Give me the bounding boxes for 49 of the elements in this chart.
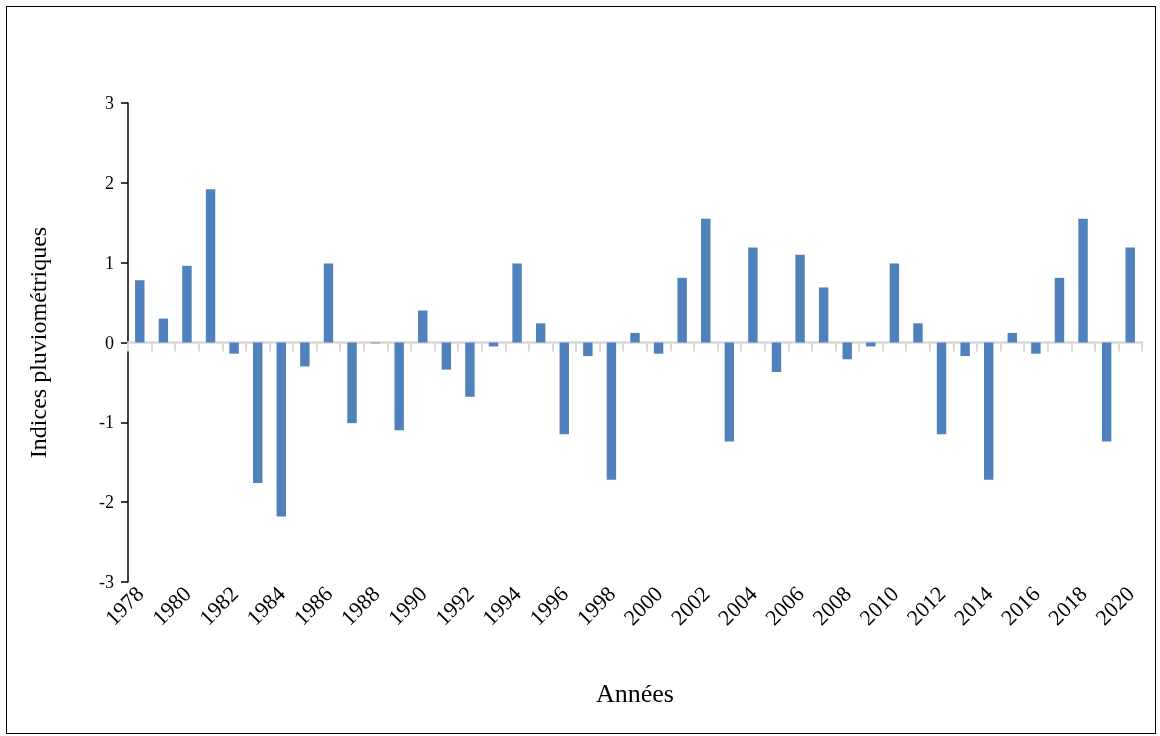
- bar: [182, 265, 192, 343]
- bar: [1078, 218, 1088, 343]
- bar: [701, 218, 711, 343]
- x-axis-title: Années: [596, 678, 674, 708]
- y-tick-label: 3: [105, 93, 114, 113]
- bar: [724, 342, 735, 442]
- bar: [1125, 247, 1135, 343]
- bar: [276, 342, 286, 517]
- bar: [583, 342, 593, 357]
- bar: [936, 342, 947, 435]
- bar: [606, 342, 617, 480]
- bar: [347, 342, 357, 424]
- bar: [465, 342, 475, 397]
- bar: [1054, 277, 1065, 343]
- bar: [252, 342, 263, 484]
- bar: [135, 280, 145, 343]
- bar: [842, 342, 852, 360]
- bar: [630, 332, 640, 343]
- bar: [913, 323, 923, 343]
- y-tick-label: -1: [99, 412, 114, 433]
- bar: [748, 247, 758, 343]
- y-tick-label: -2: [99, 492, 114, 513]
- bar: [158, 318, 169, 343]
- bar: [323, 263, 334, 343]
- y-tick-label: 2: [105, 172, 114, 193]
- bar: [418, 310, 428, 343]
- bar: [818, 287, 829, 343]
- y-tick-label: 1: [105, 252, 114, 273]
- y-axis-title: Indices pluviométriques: [25, 226, 51, 459]
- bar: [394, 342, 404, 431]
- bar: [1031, 342, 1041, 354]
- bar: [300, 342, 310, 367]
- bar: [535, 323, 546, 343]
- y-tick-label: 0: [105, 332, 114, 353]
- bar: [512, 263, 522, 343]
- y-tick-label: -3: [99, 572, 114, 592]
- bar: [1007, 332, 1018, 343]
- bar: [205, 189, 216, 343]
- bar: [984, 342, 994, 480]
- bar: [960, 342, 970, 357]
- bar: [441, 342, 452, 370]
- bar: [795, 254, 805, 343]
- bar: [677, 277, 687, 343]
- bar: [771, 342, 782, 373]
- bar: [229, 342, 239, 354]
- bar: [653, 342, 664, 354]
- bar: [559, 342, 569, 435]
- bar: [889, 263, 900, 343]
- bar: [1101, 342, 1112, 442]
